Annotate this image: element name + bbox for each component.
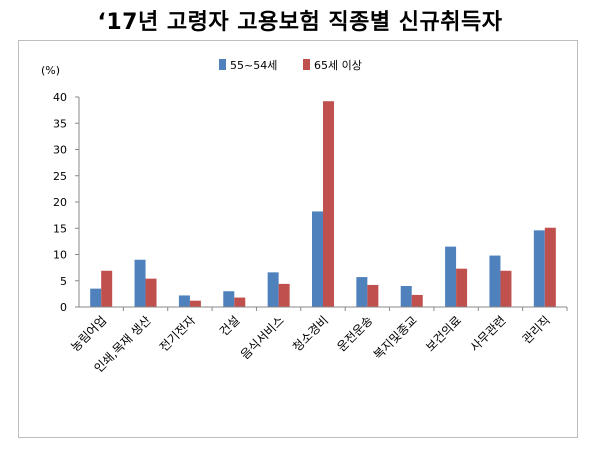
bar (411, 294, 423, 307)
y-axis: 0 5 10 15 20 25 30 35 40 (53, 91, 80, 314)
legend-label: 55~54세 (230, 59, 277, 72)
y-tick-label: 30 (53, 144, 67, 157)
bar (234, 297, 246, 307)
y-tick-label: 25 (53, 170, 67, 183)
x-tick-label: 청소경비 (290, 313, 331, 354)
bar (178, 295, 190, 307)
y-tick-label: 20 (53, 196, 67, 209)
y-tick-label: 15 (53, 222, 67, 235)
chart-title: ‘17년 고령자 고용보험 직종별 신규취득자 (97, 10, 503, 35)
bar (134, 259, 146, 307)
legend: 55~54세 65세 이상 (219, 59, 362, 72)
x-tick-label: 음식서비스 (238, 313, 287, 362)
x-tick-label: 건설 (217, 313, 243, 339)
bars (90, 101, 556, 307)
bar (101, 270, 113, 307)
bar (356, 277, 368, 307)
x-tick-label: 사무관련 (467, 313, 508, 354)
x-tick-label: 전기전자 (157, 313, 198, 354)
x-tick-label: 보건의료 (423, 313, 464, 354)
x-tick-label: 운전운송 (334, 313, 375, 354)
y-tick-label: 5 (60, 275, 67, 288)
legend-label: 65세 이상 (314, 59, 362, 72)
bar (312, 211, 323, 307)
chart-frame: (%) 55~54세 65세 이상 0 5 10 15 20 25 30 35 40 농림어업 인쇄… (18, 40, 578, 438)
bar (533, 230, 545, 307)
y-tick-label: 0 (60, 301, 67, 314)
y-tick-label: 40 (53, 91, 67, 104)
legend-swatch (219, 59, 226, 70)
bar (367, 284, 379, 307)
bar (445, 246, 457, 307)
bar (267, 272, 279, 307)
bar (145, 278, 157, 307)
bar (90, 288, 102, 307)
legend-swatch (303, 59, 310, 70)
bar (500, 270, 512, 307)
bar (400, 286, 412, 307)
bar (278, 283, 290, 307)
x-tick-label: 복지및종교 (371, 313, 420, 362)
bar (223, 291, 235, 307)
bar (189, 300, 201, 307)
y-axis-unit-label: (%) (41, 64, 60, 77)
x-tick-label: 관리직 (520, 313, 553, 346)
bar (544, 227, 556, 307)
bar (323, 101, 334, 307)
bar (489, 255, 501, 307)
bar (456, 268, 468, 307)
x-tick-label: 농림어업 (68, 313, 109, 354)
y-tick-label: 10 (53, 249, 67, 262)
y-tick-label: 35 (53, 117, 67, 130)
